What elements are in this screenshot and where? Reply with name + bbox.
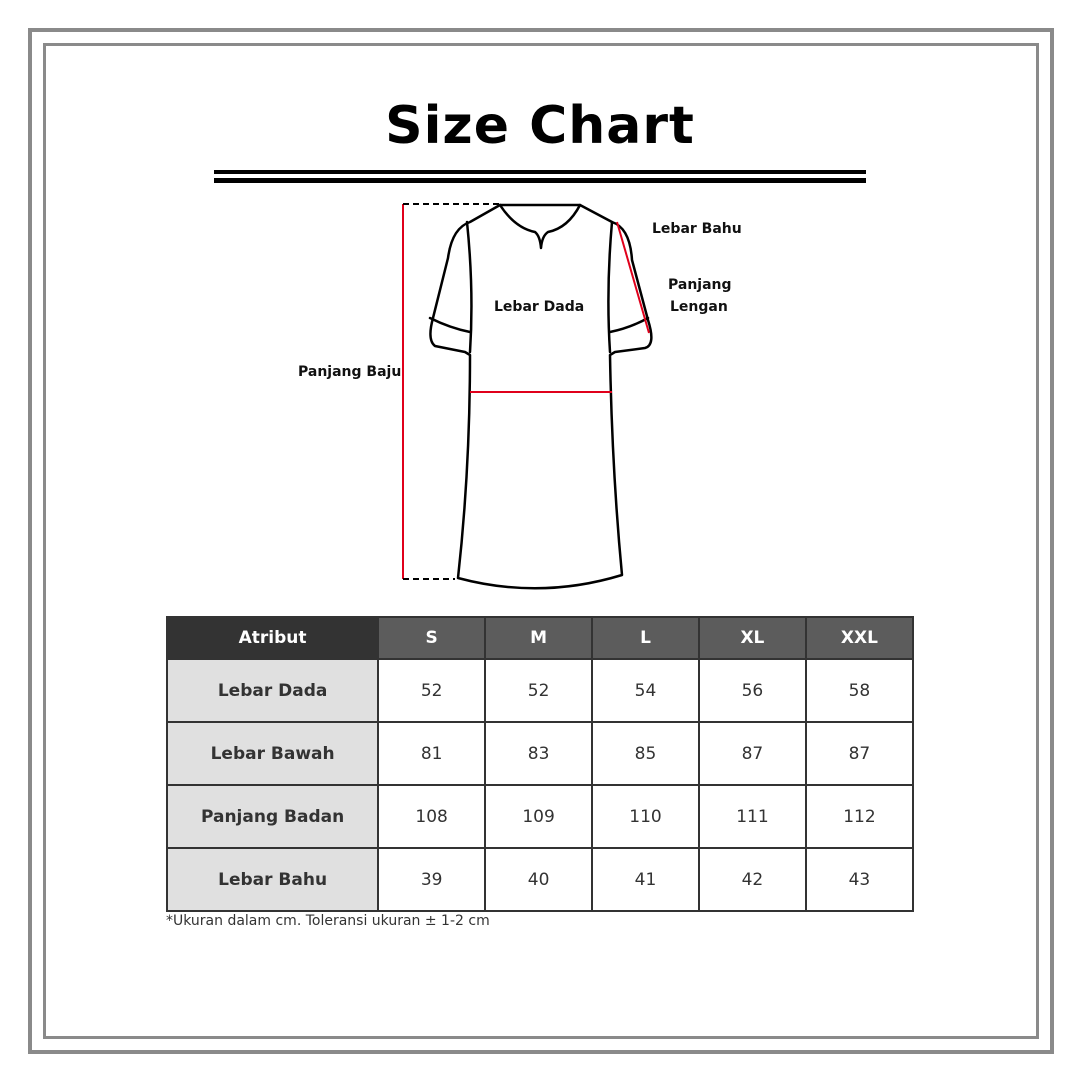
- cell: 58: [804, 658, 915, 723]
- table-row: Panjang Badan 108 109 110 111 112: [165, 784, 915, 849]
- label-chest: Lebar Dada: [494, 299, 585, 315]
- table-row: Lebar Dada 52 52 54 56 58: [165, 658, 915, 723]
- cell: 40: [484, 847, 594, 912]
- header-size: S: [377, 616, 487, 660]
- tolerance-note: *Ukuran dalam cm. Toleransi ukuran ± 1-2…: [166, 913, 490, 929]
- row-label: Lebar Bawah: [165, 721, 380, 786]
- cell: 41: [591, 847, 700, 912]
- label-sleeve-2: Lengan: [670, 299, 728, 315]
- cell: 110: [591, 784, 700, 849]
- cell: 85: [591, 721, 700, 786]
- cell: 83: [484, 721, 594, 786]
- cell: 111: [697, 784, 807, 849]
- label-length: Panjang Baju: [298, 364, 402, 380]
- label-sleeve-1: Panjang: [668, 277, 732, 293]
- header-size: M: [484, 616, 594, 660]
- title-divider-thick: [214, 178, 866, 183]
- cell: 112: [804, 784, 915, 849]
- measure-lines: [402, 204, 650, 579]
- cell: 52: [377, 658, 487, 723]
- label-shoulder: Lebar Bahu: [652, 221, 742, 237]
- left-cuff: [428, 316, 472, 334]
- sleeve-line: [616, 221, 650, 334]
- right-armhole: [607, 220, 614, 354]
- header-attribute: Atribut: [165, 616, 380, 660]
- header-size: XXL: [804, 616, 915, 660]
- cell: 81: [377, 721, 487, 786]
- cell: 108: [377, 784, 487, 849]
- outer-frame: [28, 28, 1054, 1054]
- cell: 87: [697, 721, 807, 786]
- cell: 39: [377, 847, 487, 912]
- page-title: Size Chart: [385, 96, 695, 156]
- row-label: Lebar Dada: [165, 658, 380, 723]
- row-label: Lebar Bahu: [165, 847, 380, 912]
- right-cuff: [608, 316, 650, 334]
- cell: 54: [591, 658, 700, 723]
- table-row: Lebar Bahu 39 40 41 42 43: [165, 847, 915, 912]
- cell: 43: [804, 847, 915, 912]
- inner-frame: [43, 43, 1039, 1039]
- table-header-row: Atribut S M L XL XXL: [165, 616, 915, 660]
- table-row: Lebar Bawah 81 83 85 87 87: [165, 721, 915, 786]
- cell: 87: [804, 721, 915, 786]
- dress-neckline: [498, 203, 582, 250]
- size-table: Atribut S M L XL XXL Lebar Dada 52 52 54…: [165, 616, 915, 912]
- header-size: L: [591, 616, 700, 660]
- cell: 56: [697, 658, 807, 723]
- left-armhole: [465, 220, 473, 354]
- cell: 109: [484, 784, 594, 849]
- row-label: Panjang Badan: [165, 784, 380, 849]
- dress-outline: [429, 203, 653, 590]
- header-size: XL: [697, 616, 807, 660]
- cell: 42: [697, 847, 807, 912]
- cell: 52: [484, 658, 594, 723]
- title-divider: [214, 170, 866, 174]
